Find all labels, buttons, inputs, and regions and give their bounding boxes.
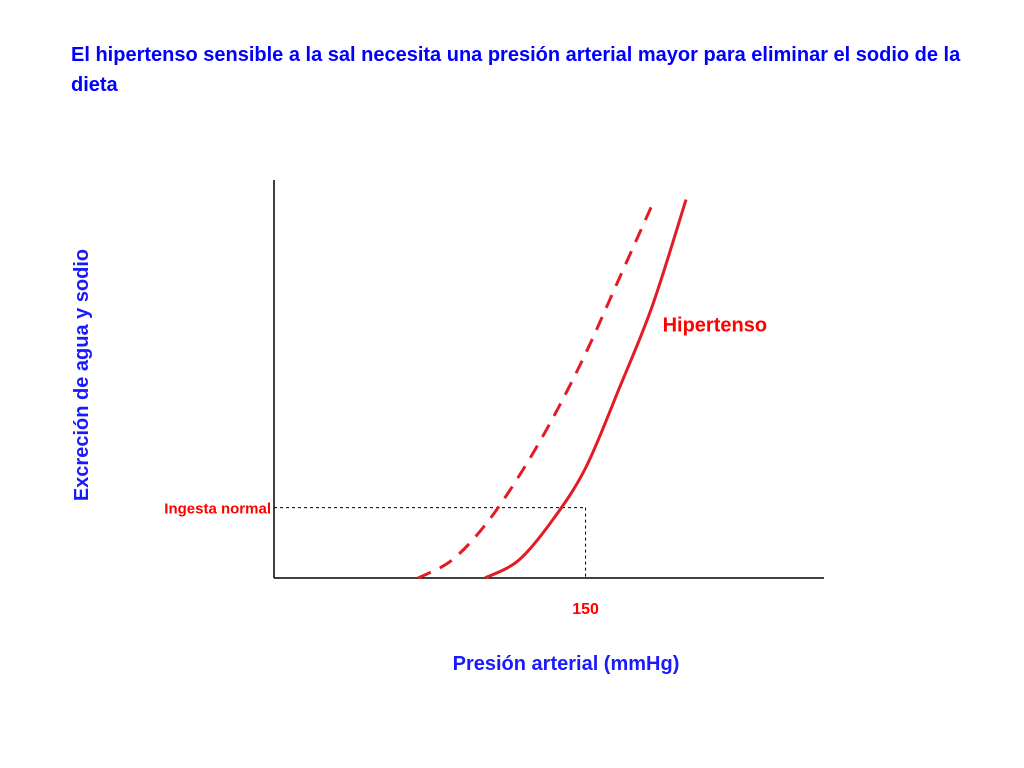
y-axis-label: Excreción de agua y sodio xyxy=(71,249,93,501)
chart-title: El hipertenso sensible a la sal necesita… xyxy=(71,44,961,96)
x-tick-label-150: 150 xyxy=(572,601,599,618)
series-hipertenso-line xyxy=(484,199,688,580)
reference-label-ingesta-normal: Ingesta normal xyxy=(164,501,271,518)
series-label-hipertenso: Hipertenso xyxy=(663,315,767,337)
x-axis-label: Presión arterial (mmHg) xyxy=(453,653,680,675)
series-dashed-line xyxy=(417,203,654,580)
reference-lines xyxy=(274,507,587,578)
axes xyxy=(273,180,824,579)
